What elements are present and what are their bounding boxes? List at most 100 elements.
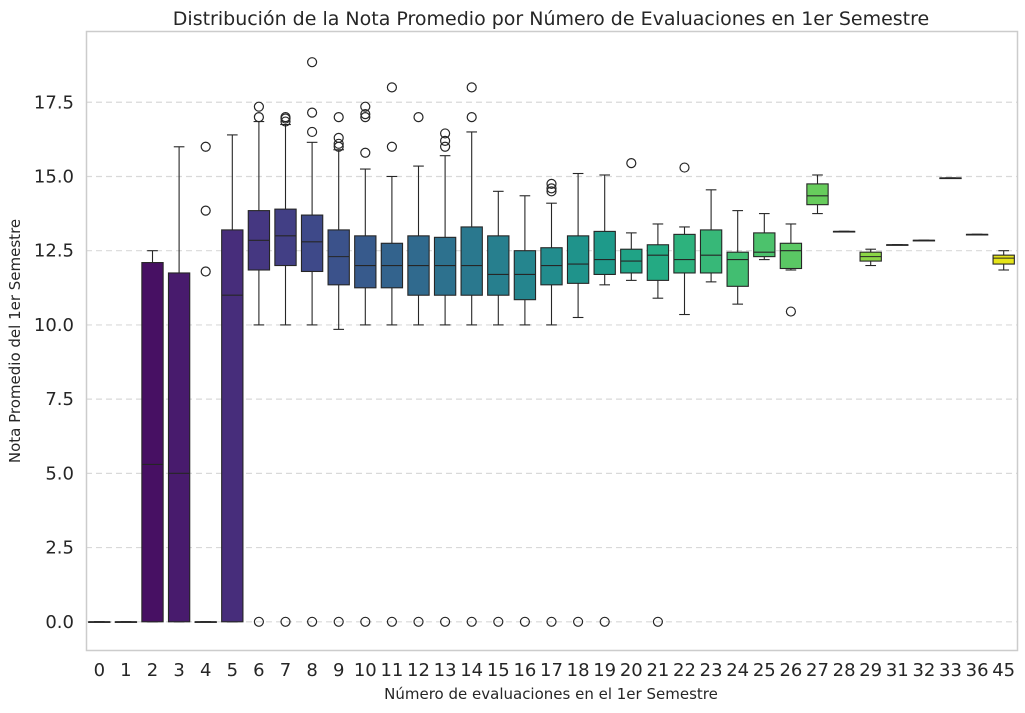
box-group (726, 210, 749, 305)
outlier-point (652, 616, 664, 627)
box (167, 272, 191, 623)
x-tick-label: 25 (753, 660, 776, 681)
box-series (88, 57, 1015, 627)
outlier-point (493, 616, 504, 627)
x-axis-label: Número de evaluaciones en el 1er Semestr… (384, 685, 718, 703)
box (221, 229, 244, 623)
box (699, 229, 723, 274)
x-tick-label: 45 (992, 660, 1015, 681)
box-group (114, 621, 138, 623)
box-group (247, 101, 271, 627)
outlier-point (546, 183, 557, 194)
y-tick-label: 2.5 (45, 538, 74, 559)
y-tick-label: 15.0 (34, 166, 74, 187)
x-tick-label: 26 (779, 660, 802, 681)
box (540, 247, 563, 286)
x-tick-label: 8 (306, 660, 317, 681)
box-group (912, 239, 936, 242)
outlier-point (466, 111, 477, 123)
box (673, 233, 696, 274)
x-tick-label: 7 (280, 660, 291, 681)
x-tick-label: 20 (620, 660, 643, 681)
x-tick-label: 2 (147, 660, 158, 681)
box-group (221, 134, 244, 623)
x-tick-label: 11 (380, 660, 403, 681)
x-tick-label: 14 (460, 660, 483, 681)
x-tick-label: 4 (200, 660, 211, 681)
y-tick-label: 5.0 (45, 463, 74, 484)
y-axis-label: Nota Promedio del 1er Semestre (6, 219, 24, 463)
box (300, 214, 324, 273)
outlier-point (679, 162, 690, 173)
x-tick-label: 16 (513, 660, 536, 681)
box-group (832, 230, 856, 233)
box (433, 236, 457, 296)
box-group (354, 101, 377, 627)
box-group (540, 178, 563, 627)
outlier-point (466, 82, 477, 93)
x-tick-label: 3 (173, 660, 184, 681)
x-tick-label: 15 (487, 660, 510, 681)
box (274, 208, 297, 267)
outlier-point (413, 616, 424, 627)
x-tick-label: 28 (833, 660, 856, 681)
box-group (460, 82, 483, 627)
outlier-point (466, 616, 477, 627)
y-tick-labels: 0.0 2.5 5.0 7.5 10.0 12.5 15.0 17.5 (34, 92, 74, 633)
outlier-point (253, 101, 264, 112)
box-group (380, 82, 404, 627)
box-group (327, 111, 350, 627)
outlier-point (280, 111, 291, 123)
x-tick-label: 0 (94, 660, 105, 681)
outlier-point (440, 616, 451, 627)
box (354, 235, 377, 289)
x-tick-label: 19 (593, 660, 616, 681)
box-group (513, 195, 537, 627)
box-group (88, 621, 111, 623)
x-tick-label: 22 (673, 660, 696, 681)
x-tick-label: 29 (859, 660, 882, 681)
y-tick-label: 10.0 (34, 315, 74, 336)
x-tick-label: 24 (726, 660, 749, 681)
outlier-point (360, 147, 371, 158)
box (566, 235, 590, 284)
x-tick-label: 27 (806, 660, 829, 681)
box-group (141, 250, 164, 623)
outlier-point (307, 126, 318, 138)
outlier-point (386, 141, 397, 152)
box-group (300, 57, 324, 627)
x-tick-label: 17 (540, 660, 563, 681)
outlier-point (440, 141, 451, 152)
box-group (194, 141, 217, 623)
y-tick-label: 12.5 (34, 241, 74, 262)
outlier-point (280, 616, 291, 627)
box (487, 235, 510, 296)
outlier-point (546, 186, 557, 197)
box-group (167, 146, 191, 623)
plot-frame (85, 30, 1019, 652)
outlier-point (519, 616, 531, 627)
x-tick-label: 5 (227, 660, 238, 681)
box-group (965, 233, 989, 236)
box-group (407, 111, 430, 627)
box-group (779, 223, 803, 317)
box-group (646, 223, 670, 627)
outlier-point (333, 111, 344, 123)
box-group (274, 111, 297, 627)
box-group (673, 162, 696, 316)
x-tick-label: 23 (700, 660, 723, 681)
box-group (433, 128, 457, 627)
outlier-point (280, 116, 291, 127)
box-group (593, 174, 616, 627)
x-tick-label: 6 (253, 660, 264, 681)
x-tick-labels: 0 1 2 3 4 5 6 7 8 9 10 11 12 13 14 15 16 17 18 19 20 21 22 23 24… (94, 660, 1016, 681)
box-group (886, 244, 909, 246)
outlier-point (572, 616, 584, 627)
outlier-point (546, 178, 557, 189)
outlier-point (360, 616, 371, 627)
box (992, 254, 1015, 265)
outlier-point (599, 616, 610, 627)
outlier-point (626, 158, 637, 169)
box-group (699, 189, 723, 283)
box (513, 250, 537, 301)
